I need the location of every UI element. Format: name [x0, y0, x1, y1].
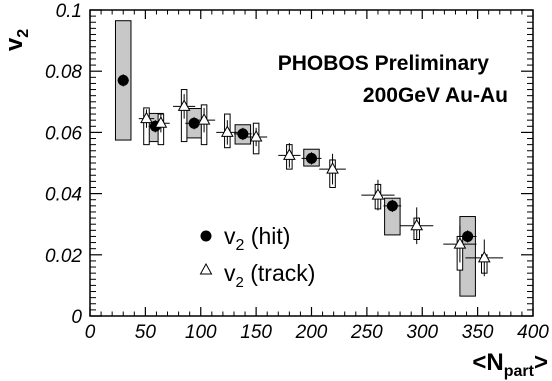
- point-hit: [386, 200, 398, 212]
- x-tick-label: 250: [350, 322, 383, 343]
- y-tick-label: 0.02: [45, 246, 82, 267]
- legend-label-track: v2 (track): [224, 260, 315, 291]
- axis-ticks: [89, 9, 534, 317]
- point-track: [249, 129, 263, 142]
- point-track: [283, 148, 296, 160]
- point-track: [220, 125, 234, 137]
- point-track: [453, 237, 467, 249]
- legend-label-hit: v2 (hit): [224, 223, 290, 254]
- x-tick-label: 300: [406, 322, 438, 343]
- y-tick-labels: 0 0.02 0.04 0.06 0.08 0.1: [45, 1, 82, 328]
- point-track: [140, 111, 153, 124]
- x-tick-labels: 0 50 100 150 200 250 300 350 400: [85, 322, 550, 343]
- x-tick-label: 0: [85, 322, 96, 343]
- point-hit: [462, 230, 474, 242]
- point-hit: [117, 74, 129, 86]
- point-hit: [237, 128, 249, 140]
- data-markers: [117, 74, 491, 263]
- point-track: [371, 188, 385, 200]
- legend: v2 (hit) v2 (track): [199, 223, 315, 291]
- y-tick-label: 0: [71, 307, 82, 328]
- point-hit: [188, 117, 200, 129]
- point-hit: [306, 152, 317, 164]
- point-track: [197, 113, 211, 125]
- point-track: [326, 162, 339, 174]
- x-axis-label: <Npart>: [472, 349, 548, 380]
- x-tick-label: 200: [295, 322, 328, 343]
- x-tick-label: 100: [185, 322, 217, 343]
- x-tick-label: 400: [517, 322, 549, 343]
- x-tick-label: 350: [462, 322, 494, 343]
- point-track: [154, 116, 168, 128]
- point-track: [410, 218, 424, 231]
- y-tick-label: 0.08: [45, 62, 82, 83]
- y-tick-label: 0.04: [45, 185, 82, 206]
- point-track: [177, 99, 191, 111]
- legend-marker-track: [199, 262, 213, 275]
- y-tick-label: 0.1: [56, 1, 82, 22]
- annotation-line-2: 200GeV Au-Au: [363, 84, 508, 107]
- point-track: [477, 250, 491, 263]
- x-tick-label: 150: [240, 322, 272, 343]
- legend-marker-hit: [200, 230, 212, 242]
- x-tick-label: 50: [135, 322, 157, 343]
- y-tick-label: 0.06: [45, 123, 82, 144]
- annotation-line-1: PHOBOS Preliminary: [278, 52, 490, 75]
- y-axis-label: v2: [1, 29, 32, 51]
